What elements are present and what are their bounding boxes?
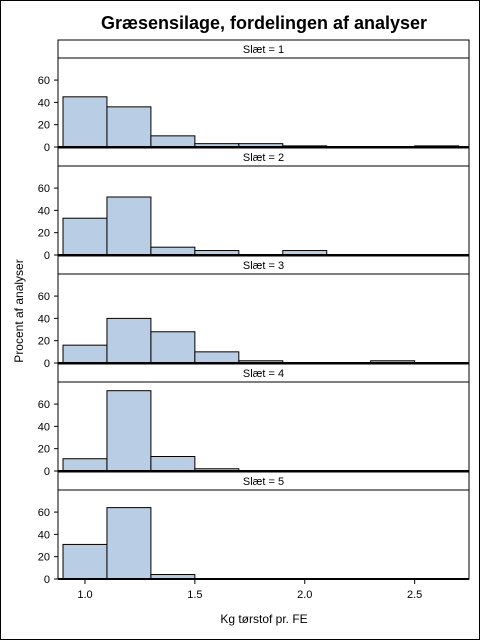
y-tick-label: 40 xyxy=(38,313,50,325)
panel-strip-label: Slæt = 2 xyxy=(243,152,284,164)
y-tick-label: 40 xyxy=(38,529,50,541)
histogram-bar xyxy=(106,317,152,364)
x-tick-label: 2.0 xyxy=(297,589,312,601)
y-tick-label: 0 xyxy=(44,358,50,370)
y-tick-label: 0 xyxy=(44,142,50,154)
histogram-bar xyxy=(106,390,152,472)
histogram-bar xyxy=(194,351,240,364)
y-tick-label: 60 xyxy=(38,399,50,411)
y-tick-label: 60 xyxy=(38,183,50,195)
chart-title: Græsensilage, fordelingen af analyser xyxy=(101,13,427,33)
x-tick-label: 1.5 xyxy=(187,589,202,601)
panel-3: Slæt = 3 0 20 40 60 xyxy=(38,255,470,370)
y-axis-label: Procent af analyser xyxy=(12,259,26,362)
panel-strip-label: Slæt = 5 xyxy=(243,476,284,488)
histogram-bar xyxy=(106,106,152,148)
histogram-bar xyxy=(62,543,108,580)
histogram-bar xyxy=(106,196,152,256)
panel-strip-label: Slæt = 3 xyxy=(243,260,284,272)
y-tick-label: 60 xyxy=(38,75,50,87)
y-tick-label: 20 xyxy=(38,552,50,564)
y-tick-label: 0 xyxy=(44,574,50,586)
histogram-bar xyxy=(150,331,196,364)
y-tick-label: 60 xyxy=(38,291,50,303)
x-tick-label: 2.5 xyxy=(407,589,422,601)
histogram-bar xyxy=(62,344,108,364)
y-tick-label: 20 xyxy=(38,336,50,348)
y-tick-label: 0 xyxy=(44,250,50,262)
histogram-bar xyxy=(62,96,108,148)
histogram-bar xyxy=(62,217,108,256)
panel-strip-label: Slæt = 1 xyxy=(243,44,284,56)
x-axis-label: Kg tørstof pr. FE xyxy=(220,612,307,626)
histogram-bar xyxy=(150,246,196,256)
panel-strip-label: Slæt = 4 xyxy=(243,368,284,380)
y-tick-label: 40 xyxy=(38,421,50,433)
histogram-bar xyxy=(150,135,196,148)
y-tick-label: 40 xyxy=(38,97,50,109)
histogram-bar xyxy=(62,458,108,472)
panel-2: Slæt = 2 0 20 40 60 xyxy=(38,147,470,262)
panel-5: Slæt = 5 0 20 40 60 1.0 1.5 2.0 2.5 xyxy=(38,471,470,601)
panels-group: Slæt = 1 0 20 40 60 Slæt = 2 0 20 40 60 Slæt = 3 0 2… xyxy=(38,39,470,601)
x-tick-label: 1.0 xyxy=(77,589,92,601)
y-tick-label: 20 xyxy=(38,228,50,240)
histogram-bar xyxy=(106,507,152,580)
panel-4: Slæt = 4 0 20 40 60 xyxy=(38,363,470,478)
y-tick-label: 20 xyxy=(38,120,50,132)
y-tick-label: 20 xyxy=(38,444,50,456)
y-tick-label: 40 xyxy=(38,205,50,217)
histogram-bar xyxy=(150,456,196,472)
panel-1: Slæt = 1 0 20 40 60 xyxy=(38,39,470,154)
y-tick-label: 60 xyxy=(38,507,50,519)
y-tick-label: 0 xyxy=(44,466,50,478)
